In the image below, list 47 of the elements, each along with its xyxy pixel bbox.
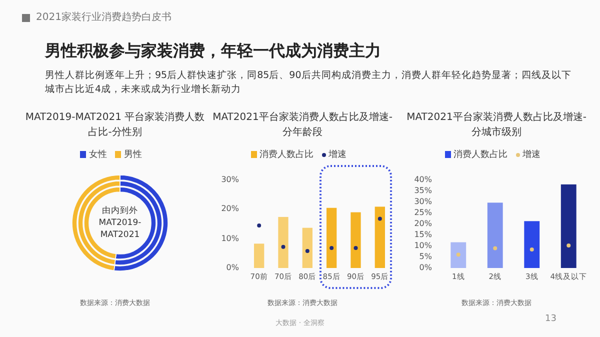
- y-tick-label: 25%: [413, 207, 432, 219]
- y-tick-label: 30%: [220, 174, 239, 186]
- point: [378, 216, 382, 221]
- bar: [326, 208, 337, 268]
- y-tick-label: 10%: [220, 232, 239, 245]
- point: [305, 248, 310, 253]
- point: [566, 244, 571, 248]
- point: [493, 246, 498, 250]
- text: 由内到外 MAT2019-MAT2021: [98, 205, 142, 241]
- y-tick-label: 15%: [413, 229, 432, 241]
- point: [456, 252, 460, 257]
- y-tick-label: 5%: [418, 251, 432, 263]
- point: [354, 246, 358, 250]
- point: [530, 248, 534, 252]
- text: 13: [545, 314, 558, 324]
- text: 男性积极参与家装消费，年轻一代成为消费主力: [45, 41, 382, 62]
- bar: [278, 216, 288, 268]
- legend-label: 消费人数占比: [454, 150, 508, 160]
- y-tick-label: 0%: [225, 262, 239, 274]
- legend-label: 增速: [328, 150, 346, 160]
- bar: [350, 212, 361, 268]
- point: [257, 223, 262, 228]
- chart-title: MAT2021平台家装消费人数占比及增速-分城市级别: [406, 110, 588, 140]
- legend-label: 男性: [124, 150, 142, 160]
- point: [330, 246, 334, 250]
- chart-title: MAT2019-MAT2021 平台家装消费人数占比-分性别: [25, 110, 205, 140]
- bar: [450, 242, 466, 268]
- bar: [560, 184, 576, 268]
- bar: [302, 228, 312, 268]
- legend-label: 消费人数占比: [260, 150, 314, 160]
- point: [281, 244, 286, 249]
- y-tick-label: 30%: [413, 196, 432, 208]
- bar: [524, 221, 540, 268]
- y-tick-label: 20%: [413, 218, 432, 230]
- y-tick-label: 20%: [220, 203, 239, 216]
- y-tick-label: 40%: [413, 174, 432, 186]
- bar: [487, 202, 503, 268]
- bar: [374, 206, 385, 268]
- y-tick-label: 0%: [418, 262, 432, 274]
- legend-label: 增速: [522, 150, 540, 160]
- legend-label: 女性: [89, 150, 107, 160]
- y-tick-label: 10%: [413, 240, 432, 252]
- chart-title: MAT2021平台家装消费人数占比及增速-分年龄段: [212, 110, 394, 140]
- text: 男性人群比例逐年上升；95后人群快速扩张，同85后、90后共同构成消费主力，消费人群年轻化趋势显著；四线及以下城市占比近4成，未来或成为行业增长新动力: [45, 69, 572, 97]
- bar: [254, 244, 264, 268]
- text: 2021家装行业消费趋势白皮书: [36, 10, 172, 24]
- y-tick-label: 35%: [413, 185, 432, 197]
